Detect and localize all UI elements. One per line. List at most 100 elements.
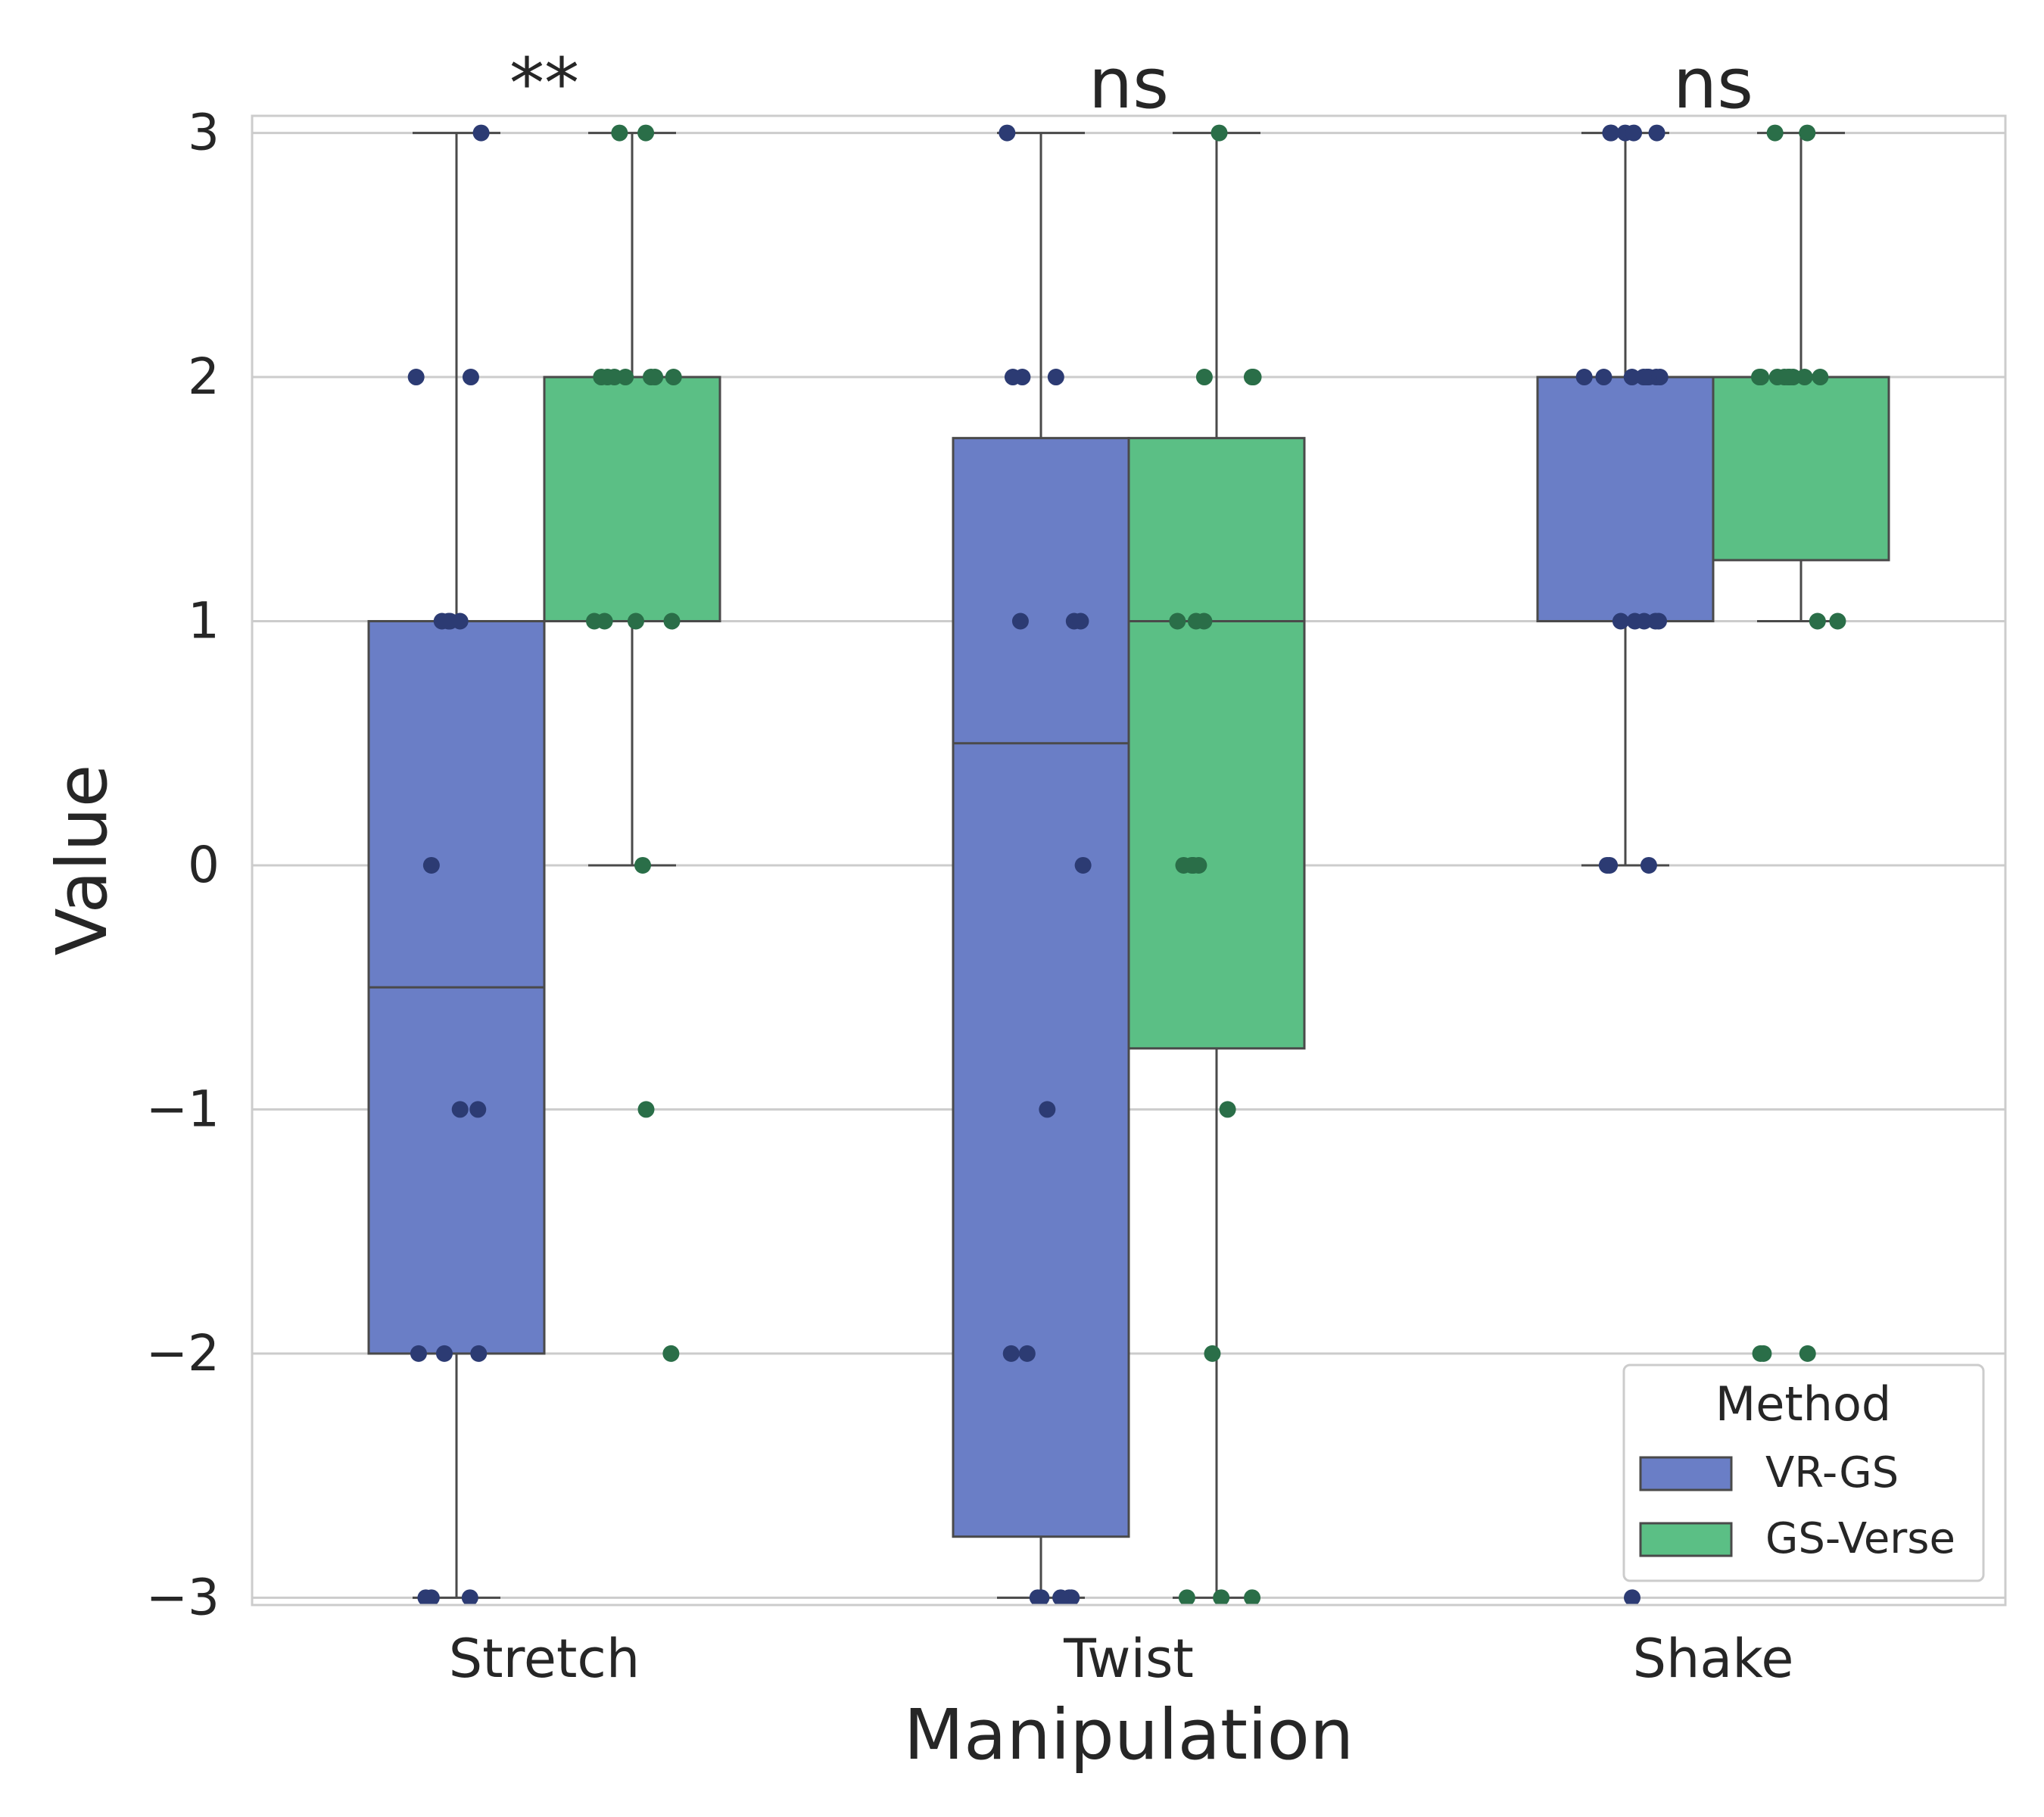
data-point-gs-verse-stretch <box>637 124 655 142</box>
data-point-gs-verse-stretch <box>642 369 659 386</box>
data-point-gs-verse-twist <box>1245 369 1262 386</box>
data-point-gs-verse-stretch <box>611 124 628 142</box>
y-tick-label: 0 <box>188 836 220 894</box>
y-tick-label: −1 <box>146 1080 220 1138</box>
x-tick-label-stretch: Stretch <box>449 1628 640 1690</box>
significance-label-stretch: ** <box>509 43 579 124</box>
data-point-vr-gs-stretch <box>422 856 440 874</box>
data-point-vr-gs-twist <box>1011 612 1029 630</box>
data-point-gs-verse-stretch <box>596 612 613 630</box>
data-point-gs-verse-shake <box>1755 1345 1772 1362</box>
data-point-vr-gs-twist <box>1047 369 1064 386</box>
data-point-gs-verse-twist <box>1211 124 1228 142</box>
data-point-vr-gs-twist <box>999 124 1016 142</box>
data-point-vr-gs-shake <box>1595 369 1612 386</box>
data-point-gs-verse-twist <box>1219 1101 1236 1118</box>
data-point-gs-verse-stretch <box>662 1345 680 1362</box>
data-point-gs-verse-twist <box>1185 856 1202 874</box>
data-point-vr-gs-twist <box>1072 612 1089 630</box>
legend-label-gs-verse: GS-Verse <box>1765 1514 1955 1563</box>
significance-labels: ** ns ns <box>509 43 1753 124</box>
data-point-gs-verse-stretch <box>634 856 651 874</box>
box-gs-verse-stretch <box>543 376 721 622</box>
data-point-gs-verse-twist <box>1213 1589 1230 1607</box>
data-point-gs-verse-shake <box>1796 369 1813 386</box>
data-point-vr-gs-shake <box>1624 1589 1641 1607</box>
data-point-gs-verse-twist <box>1244 1589 1261 1607</box>
data-point-vr-gs-stretch <box>470 1345 488 1362</box>
legend-label-vr-gs: VR-GS <box>1765 1448 1899 1498</box>
data-point-vr-gs-twist <box>1033 1589 1050 1607</box>
x-tick-label-shake: Shake <box>1633 1628 1794 1690</box>
data-point-gs-verse-shake <box>1753 369 1770 386</box>
legend-swatch-gs-verse <box>1639 1522 1733 1557</box>
data-point-vr-gs-stretch <box>433 612 450 630</box>
data-point-vr-gs-twist <box>1018 1345 1036 1362</box>
data-point-vr-gs-shake <box>1598 856 1616 874</box>
x-tick-label-twist: Twist <box>1063 1628 1194 1690</box>
data-point-vr-gs-twist <box>1052 1589 1070 1607</box>
plot-frame <box>251 114 2007 1607</box>
data-point-vr-gs-stretch <box>461 1589 478 1607</box>
data-point-vr-gs-shake <box>1648 124 1665 142</box>
x-axis-label: Manipulation <box>904 1694 1354 1775</box>
box-gs-verse-twist <box>1127 437 1306 1050</box>
data-point-gs-verse-stretch <box>665 369 682 386</box>
data-point-vr-gs-shake <box>1612 612 1629 630</box>
y-tick-label: −2 <box>146 1324 220 1382</box>
data-point-gs-verse-shake <box>1812 369 1829 386</box>
data-point-vr-gs-shake <box>1647 612 1664 630</box>
data-point-vr-gs-twist <box>1039 1101 1056 1118</box>
y-tick-label: 1 <box>188 591 220 650</box>
data-point-vr-gs-stretch <box>462 369 479 386</box>
x-tick-labels: Stretch Twist Shake <box>449 1628 1794 1690</box>
data-point-gs-verse-twist <box>1204 1345 1221 1362</box>
data-point-vr-gs-stretch <box>435 1345 453 1362</box>
legend: Method VR-GS GS-Verse <box>1622 1364 1985 1582</box>
data-point-gs-verse-twist <box>1195 369 1213 386</box>
y-tick-label: 2 <box>188 348 220 406</box>
box-layer <box>367 132 1890 1599</box>
data-point-vr-gs-shake <box>1575 369 1593 386</box>
data-point-gs-verse-shake <box>1779 369 1796 386</box>
data-point-vr-gs-shake <box>1623 369 1640 386</box>
data-point-vr-gs-shake <box>1640 856 1657 874</box>
point-layer <box>407 124 1846 1607</box>
data-point-vr-gs-twist <box>1002 1345 1020 1362</box>
data-point-vr-gs-twist <box>1074 856 1092 874</box>
box-vr-gs-shake <box>1536 376 1715 622</box>
data-point-gs-verse-stretch <box>627 612 644 630</box>
data-point-vr-gs-twist <box>1004 369 1021 386</box>
box-gs-verse-shake <box>1712 376 1890 562</box>
data-point-gs-verse-stretch <box>617 369 634 386</box>
data-point-gs-verse-shake <box>1809 612 1826 630</box>
data-point-vr-gs-stretch <box>410 1345 427 1362</box>
data-point-vr-gs-stretch <box>469 1101 487 1118</box>
y-tick-label: −3 <box>146 1568 220 1626</box>
data-point-vr-gs-stretch <box>451 612 469 630</box>
significance-label-shake: ns <box>1673 43 1753 124</box>
data-point-gs-verse-stretch <box>637 1101 655 1118</box>
data-point-vr-gs-shake <box>1602 124 1619 142</box>
data-point-vr-gs-stretch <box>451 1101 469 1118</box>
box-vr-gs-twist <box>952 437 1130 1538</box>
data-point-gs-verse-twist <box>1178 1589 1195 1607</box>
data-point-gs-verse-stretch <box>599 369 616 386</box>
y-tick-labels: 3 2 1 0 −1 −2 −3 <box>146 104 220 1627</box>
significance-label-twist: ns <box>1089 43 1169 124</box>
data-point-gs-verse-shake <box>1799 124 1816 142</box>
data-point-gs-verse-shake <box>1829 612 1846 630</box>
data-point-vr-gs-stretch <box>407 369 425 386</box>
data-point-gs-verse-stretch <box>663 612 681 630</box>
legend-title: Method <box>1715 1376 1892 1432</box>
data-point-gs-verse-shake <box>1766 124 1784 142</box>
data-point-vr-gs-shake <box>1635 369 1653 386</box>
data-point-vr-gs-shake <box>1625 124 1643 142</box>
data-point-vr-gs-stretch <box>472 124 490 142</box>
data-point-gs-verse-shake <box>1799 1345 1816 1362</box>
data-point-gs-verse-twist <box>1187 612 1204 630</box>
y-tick-label: 3 <box>188 104 220 162</box>
data-point-gs-verse-twist <box>1169 612 1186 630</box>
legend-swatch-vr-gs <box>1639 1456 1733 1491</box>
